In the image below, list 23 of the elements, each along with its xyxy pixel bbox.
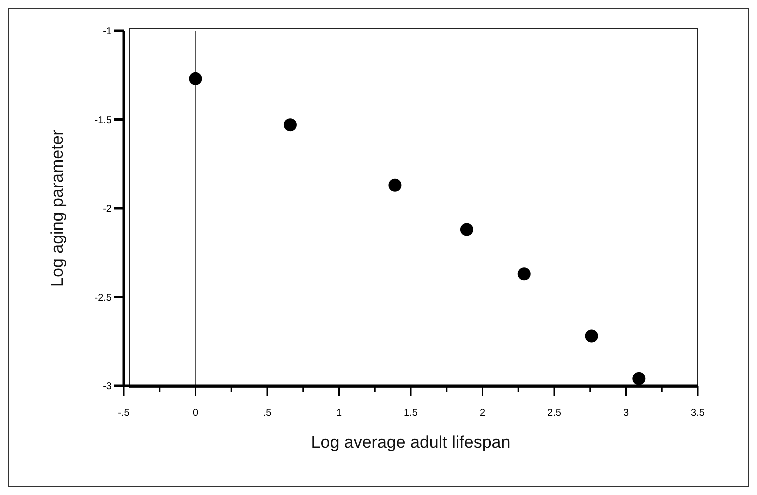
point (189, 72, 202, 86)
point (585, 330, 598, 343)
x-tick-label: 2 (480, 408, 486, 419)
y-tick-label: -1.5 (94, 115, 112, 126)
point (284, 118, 297, 132)
x-tick-label: 1.5 (404, 408, 418, 419)
x-tick-label: 3 (623, 408, 630, 419)
x-tick-label: .5 (263, 408, 272, 419)
y-tick-label: -3 (103, 382, 112, 393)
point (388, 178, 402, 192)
y-tick-label: -1 (103, 26, 112, 38)
x-tick-label: 0 (192, 408, 199, 419)
x-tick-label: 3.5 (691, 408, 706, 419)
y-tick-label: -2.5 (94, 292, 112, 304)
point (632, 372, 646, 386)
x-tick-label: -.5 (118, 408, 130, 419)
point (518, 268, 531, 281)
x-tick-label: 2.5 (548, 408, 562, 419)
x-axis-title: Log average adult lifespan (311, 433, 511, 452)
point (460, 223, 474, 236)
y-tick-label: -2 (103, 204, 112, 216)
x-tick-label: 1 (336, 408, 342, 419)
y-axis-title: Log aging parameter (48, 130, 68, 287)
